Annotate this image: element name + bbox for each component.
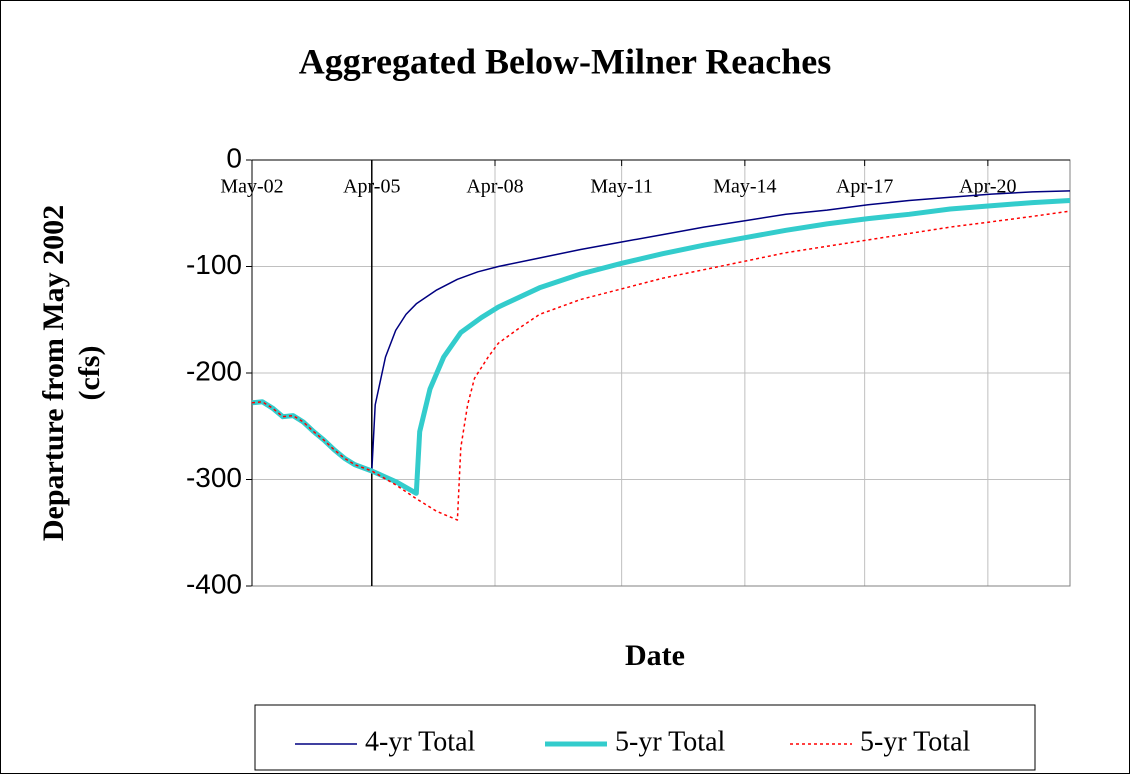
series-line (251, 210, 1071, 521)
chart-title: Aggregated Below-Milner Reaches (299, 41, 832, 81)
x-tick-label: Apr-17 (836, 176, 893, 198)
y-tick-label: 0 (226, 142, 242, 173)
legend-label: 5-yr Total (615, 726, 725, 757)
y-tick-label: -100 (186, 249, 242, 280)
x-tick-label: Apr-08 (466, 176, 523, 198)
y-axis-label: Departure from May 2002 (cfs) (37, 205, 106, 541)
legend-box (254, 704, 1036, 771)
x-tick-label: Apr-20 (959, 176, 1016, 198)
y-tick-label: -300 (186, 462, 242, 493)
y-tick-label: -200 (186, 355, 242, 386)
y-tick-label: -400 (186, 568, 242, 599)
y-axis-label-line: Departure from May 2002 (37, 205, 70, 541)
y-axis-label-line: (cfs) (73, 346, 106, 401)
legend-label: 4-yr Total (365, 726, 475, 757)
x-axis-label: Date (625, 639, 685, 672)
legend-label: 5-yr Total (860, 726, 970, 757)
series-line (251, 198, 1071, 496)
x-tick-label: May-11 (590, 176, 653, 198)
x-tick-label: May-14 (713, 176, 776, 198)
